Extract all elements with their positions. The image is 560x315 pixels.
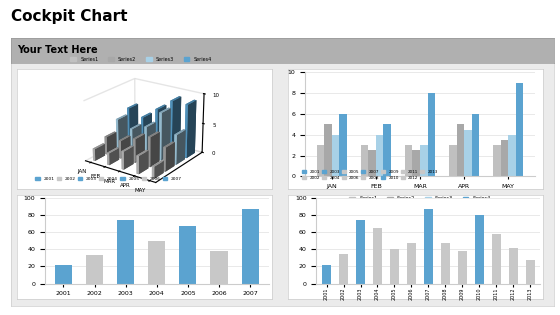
Text: Your Text Here: Your Text Here xyxy=(17,45,97,55)
Legend: Series1, Series2, Series3, Series4: Series1, Series2, Series3, Series4 xyxy=(68,55,213,64)
Bar xyxy=(361,145,368,176)
Legend: 2001, 2002, 2003, 2004, 2005, 2006, 2007, 2008, 2009, 2010, 2011, 2012, 2013: 2001, 2002, 2003, 2004, 2005, 2006, 2007… xyxy=(301,168,440,182)
Bar xyxy=(368,151,376,176)
Legend: 2001, 2002, 2003, 2004, 2005, 2006, 2007: 2001, 2002, 2003, 2004, 2005, 2006, 2007 xyxy=(34,175,184,183)
Bar xyxy=(390,249,399,284)
Bar xyxy=(413,151,420,176)
Bar xyxy=(441,243,450,284)
Bar xyxy=(420,145,427,176)
Bar xyxy=(458,251,467,284)
Bar xyxy=(475,215,484,284)
Bar xyxy=(508,248,518,284)
Bar xyxy=(241,209,259,284)
Bar xyxy=(86,255,103,284)
Bar xyxy=(492,234,501,284)
Bar xyxy=(508,135,516,176)
Bar xyxy=(493,145,501,176)
Bar xyxy=(424,209,433,284)
Text: Cockpit Chart: Cockpit Chart xyxy=(11,9,128,25)
Legend: Series1, Series2, Series3, Series4: Series1, Series2, Series3, Series4 xyxy=(348,194,492,203)
Bar xyxy=(405,145,413,176)
Bar xyxy=(332,135,339,176)
Bar xyxy=(339,254,348,284)
Bar xyxy=(407,243,416,284)
Bar xyxy=(472,114,479,176)
Bar xyxy=(356,220,365,284)
Bar xyxy=(373,228,382,284)
Bar xyxy=(317,145,324,176)
Bar xyxy=(376,135,384,176)
Bar xyxy=(179,226,197,284)
Bar xyxy=(456,124,464,176)
Bar xyxy=(117,220,134,284)
Bar xyxy=(55,265,72,284)
Bar xyxy=(384,124,391,176)
Bar xyxy=(211,251,227,284)
Bar xyxy=(516,83,524,176)
Bar xyxy=(501,140,508,176)
Bar xyxy=(464,130,472,176)
Bar xyxy=(324,124,332,176)
Bar xyxy=(339,114,347,176)
Bar xyxy=(449,145,456,176)
Bar xyxy=(148,241,165,284)
Bar xyxy=(322,265,332,284)
Bar xyxy=(427,93,435,176)
Bar xyxy=(525,260,535,284)
